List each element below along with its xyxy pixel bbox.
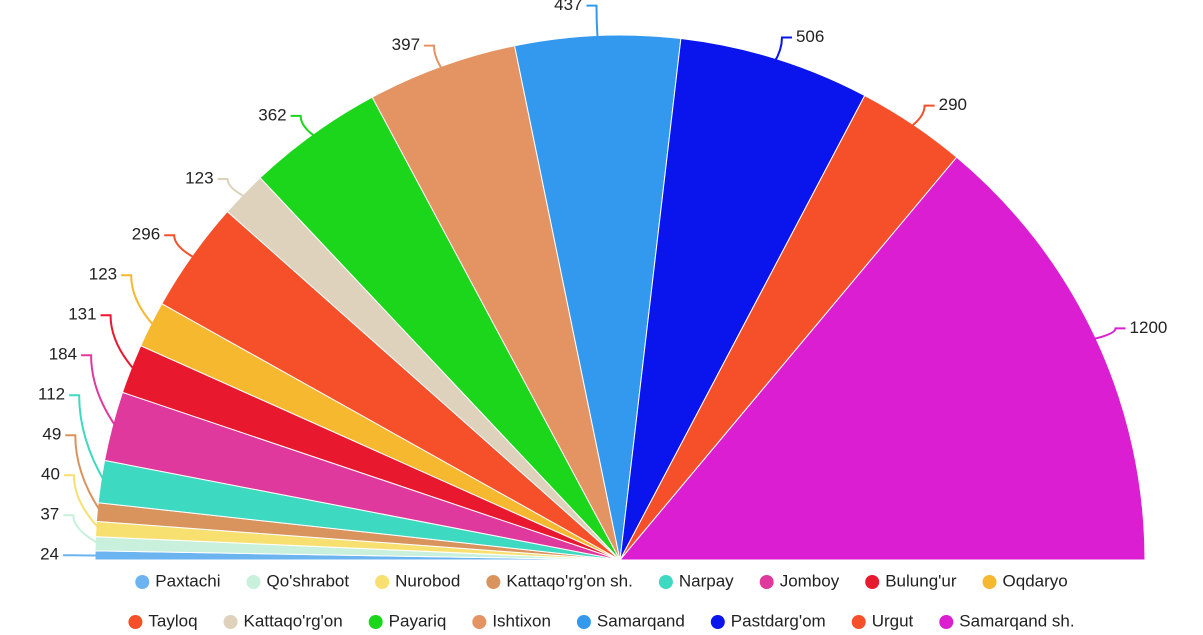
legend-marker (375, 575, 390, 589)
legend-label: Pastdarg'om (731, 611, 826, 630)
data-label: 131 (68, 305, 96, 324)
data-label: 24 (40, 545, 59, 564)
leader-line (63, 474, 101, 530)
leader-line (81, 354, 118, 428)
data-label: 40 (41, 465, 60, 484)
data-label: 123 (89, 265, 117, 284)
legend-label: Kattaqo'rg'on sh. (506, 571, 633, 590)
data-label: 184 (49, 345, 77, 364)
leader-line (773, 36, 792, 63)
legend-marker (368, 615, 383, 629)
legend-marker (851, 615, 866, 629)
legend-marker (135, 575, 150, 589)
legend-item: Kattaqo'rg'on sh. (486, 571, 633, 590)
legend-marker (128, 615, 143, 629)
legend-item: Qo'shrabot (246, 571, 349, 590)
leader-line (217, 177, 247, 198)
legend-item: Bulung'ur (865, 571, 957, 590)
data-label: 296 (132, 225, 160, 244)
legend-item: Jomboy (759, 571, 840, 590)
legend-marker (759, 575, 774, 589)
legend-marker (486, 575, 501, 589)
legend-row: Tayloq Kattaqo'rg'on Payariq Ishtixon Samarq… (128, 611, 1075, 630)
legend-item: Kattaqo'rg'on (223, 611, 343, 630)
legend-item: Payariq (368, 611, 447, 630)
data-label: 1200 (1130, 318, 1168, 337)
leader-line (121, 274, 156, 327)
legend-item: Nurobod (375, 571, 460, 590)
data-label: 437 (554, 0, 582, 14)
legend-item: Samarqand sh. (939, 611, 1075, 630)
legend-item: Pastdarg'om (710, 611, 826, 630)
data-label: 49 (42, 425, 61, 444)
legend-label: Bulung'ur (885, 571, 957, 590)
legend-label: Samarqand sh. (959, 611, 1074, 630)
data-label: 397 (392, 35, 420, 54)
legend-label: Jomboy (780, 571, 840, 590)
legend-label: Oqdaryo (1003, 571, 1068, 590)
legend-label: Narpay (679, 571, 734, 590)
legend-label: Tayloq (148, 611, 197, 630)
legend-item: Samarqand (576, 611, 685, 630)
legend-marker (658, 575, 673, 589)
legend-marker (710, 615, 725, 629)
leader-line (909, 104, 935, 129)
legend-marker (982, 575, 997, 589)
legend-marker (472, 615, 487, 629)
leader-line (164, 234, 196, 260)
leader-line (424, 44, 444, 71)
legend-marker (576, 615, 591, 629)
leader-line (1091, 327, 1126, 341)
legend-label: Payariq (389, 611, 447, 630)
legend-label: Kattaqo'rg'on (244, 611, 343, 630)
legend-label: Ishtixon (492, 611, 551, 630)
legend-label: Qo'shrabot (266, 571, 349, 590)
legend-item: Narpay (658, 571, 734, 590)
legend-marker (865, 575, 880, 589)
data-label: 290 (939, 95, 967, 114)
legend-item: Urgut (851, 611, 914, 630)
legend-label: Nurobod (395, 571, 460, 590)
data-label: 112 (38, 385, 65, 404)
legend-item: Oqdaryo (982, 571, 1068, 590)
legend-label: Samarqand (597, 611, 685, 630)
leader-line (100, 314, 136, 371)
data-label: 37 (40, 505, 59, 524)
data-label: 506 (796, 27, 824, 46)
legend-marker (939, 615, 954, 629)
leader-line (63, 514, 100, 545)
legend-row: Paxtachi Qo'shrabot Nurobod Kattaqo'rg'on s… (135, 571, 1068, 590)
legend-label: Paxtachi (155, 571, 220, 590)
leader-line (69, 394, 106, 483)
leader-line (290, 114, 317, 138)
legend-marker (246, 575, 261, 589)
data-label: 123 (185, 168, 213, 187)
legend-label: Urgut (872, 611, 914, 630)
legend-item: Paxtachi (135, 571, 220, 590)
legend-item: Ishtixon (472, 611, 551, 630)
legend-item: Tayloq (128, 611, 198, 630)
leader-line (65, 434, 103, 513)
leader-line (586, 4, 599, 40)
legend-marker (223, 615, 238, 629)
data-label: 362 (258, 105, 286, 124)
